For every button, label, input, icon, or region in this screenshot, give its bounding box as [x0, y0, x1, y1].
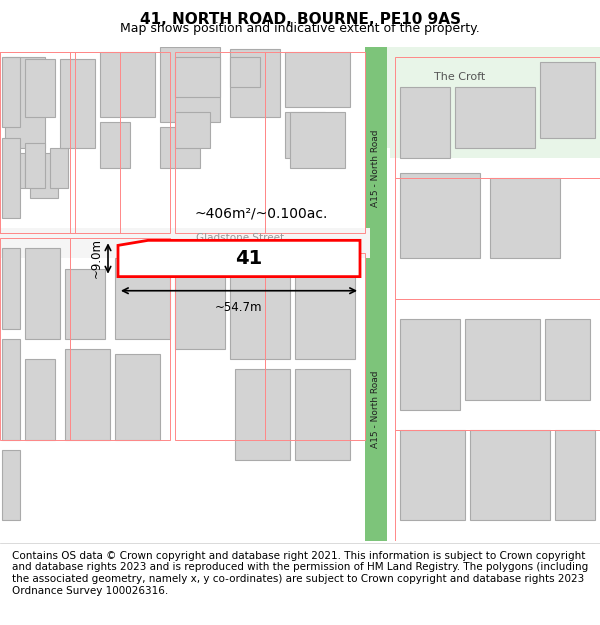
Text: Map shows position and indicative extent of the property.: Map shows position and indicative extent… [120, 22, 480, 35]
Bar [175, 112, 210, 148]
Bar [470, 430, 550, 521]
Bar [235, 369, 290, 460]
Bar [465, 319, 540, 399]
Bar [555, 430, 595, 521]
Bar [60, 59, 95, 148]
Bar [65, 349, 110, 440]
Text: A15 - North Road: A15 - North Road [371, 371, 380, 448]
Bar [5, 57, 45, 148]
Text: Gladstone Street: Gladstone Street [196, 233, 284, 243]
Bar [285, 112, 325, 158]
Bar [2, 57, 20, 128]
Bar [387, 47, 600, 148]
Bar [230, 259, 290, 359]
Bar [540, 62, 595, 138]
Bar [290, 112, 345, 168]
Bar [160, 127, 200, 168]
Text: ~406m²/~0.100ac.: ~406m²/~0.100ac. [195, 206, 328, 220]
Bar [295, 259, 355, 359]
Bar [490, 178, 560, 259]
Bar [230, 49, 280, 118]
Text: A15 - North Road: A15 - North Road [371, 129, 380, 206]
Bar [30, 152, 58, 198]
Bar [160, 47, 220, 122]
Bar [400, 173, 480, 259]
Bar [115, 259, 170, 339]
Bar [545, 319, 590, 399]
Bar [285, 52, 350, 107]
Bar [455, 87, 535, 148]
Bar [400, 319, 460, 409]
Text: 41, NORTH ROAD, BOURNE, PE10 9AS: 41, NORTH ROAD, BOURNE, PE10 9AS [139, 12, 461, 27]
Bar [2, 248, 20, 329]
Bar [175, 57, 220, 98]
Bar [65, 269, 105, 339]
Bar [5, 152, 25, 188]
Bar [2, 138, 20, 218]
Bar [25, 59, 55, 118]
Bar [2, 339, 20, 440]
Text: The Croft: The Croft [434, 72, 485, 82]
Bar [175, 259, 225, 349]
Bar [230, 57, 260, 87]
Bar [365, 47, 387, 541]
Bar [400, 87, 450, 158]
Text: Contains OS data © Crown copyright and database right 2021. This information is : Contains OS data © Crown copyright and d… [12, 551, 588, 596]
Bar [0, 228, 370, 259]
Bar [295, 369, 350, 460]
Bar [115, 354, 160, 440]
Bar [400, 430, 465, 521]
Bar [2, 450, 20, 521]
Bar [50, 148, 68, 188]
Bar [25, 248, 60, 339]
Polygon shape [118, 241, 360, 277]
Bar [100, 122, 130, 168]
Text: ~54.7m: ~54.7m [215, 301, 263, 314]
Bar [100, 52, 155, 118]
Bar [25, 142, 45, 188]
Text: ~9.0m: ~9.0m [90, 239, 103, 279]
Text: 41: 41 [235, 249, 263, 268]
Bar [390, 47, 600, 158]
Bar [25, 359, 55, 440]
